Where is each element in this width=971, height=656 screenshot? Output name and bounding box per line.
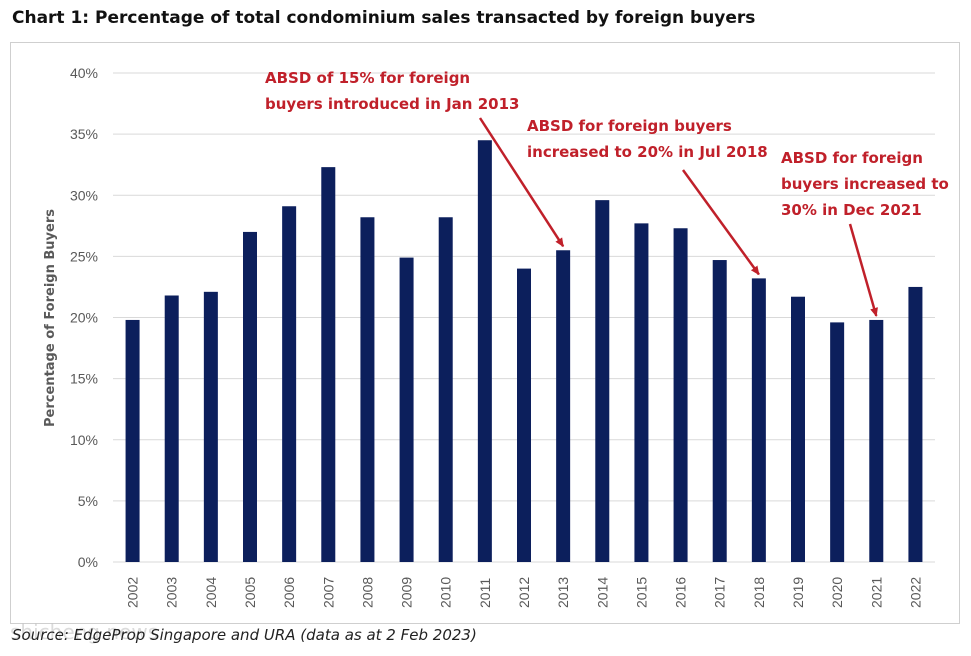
source-note: Source: EdgeProp Singapore and URA (data… <box>12 626 477 644</box>
x-tick-label: 2005 <box>242 577 258 608</box>
bar-2017 <box>712 260 727 562</box>
bar-2016 <box>673 228 688 562</box>
bar-2012 <box>517 268 531 562</box>
chart-title: Chart 1: Percentage of total condominium… <box>12 8 756 28</box>
annotation-text: 30% in Dec 2021 <box>781 201 922 219</box>
bar-2009 <box>399 257 414 562</box>
x-tick-label: 2019 <box>790 577 806 608</box>
bar-2022 <box>908 286 923 562</box>
bar-2007 <box>321 167 336 562</box>
y-axis-ticks: 0% 5% 10% 15% 20% 25% 30% 35% 40% <box>70 65 98 570</box>
bar-2004 <box>203 291 218 562</box>
annotation-text: ABSD for foreign buyers <box>527 117 732 135</box>
x-tick-label: 2018 <box>751 577 767 608</box>
x-tick-label: 2008 <box>359 577 375 608</box>
x-tick-label: 2022 <box>907 577 923 608</box>
annotation-arrow <box>681 169 760 276</box>
y-tick-label: 20% <box>70 310 98 326</box>
y-tick-label: 5% <box>78 493 98 509</box>
bar-2011 <box>477 140 492 563</box>
y-axis-label: Percentage of Foreign Buyers <box>43 209 58 427</box>
annotation-text: ABSD of 15% for foreign <box>265 69 470 87</box>
bar-2015 <box>634 223 649 562</box>
x-tick-label: 2014 <box>594 577 610 608</box>
bar-2005 <box>243 231 257 563</box>
annotation-arrow <box>478 117 565 248</box>
x-tick-label: 2006 <box>281 577 297 608</box>
x-tick-label: 2009 <box>399 577 415 608</box>
bar-2006 <box>282 206 297 562</box>
annotation-text: buyers increased to <box>781 175 949 193</box>
bar-2021 <box>869 319 884 562</box>
x-tick-label: 2021 <box>868 577 884 608</box>
y-tick-label: 15% <box>70 371 98 387</box>
bar-2018 <box>751 278 766 562</box>
annotation-2021: ABSD for foreign buyers increased to 30% i… <box>781 149 949 317</box>
x-tick-label: 2012 <box>516 577 532 608</box>
y-tick-label: 35% <box>70 126 98 142</box>
chart-frame <box>10 42 960 624</box>
bar-2019 <box>791 296 805 562</box>
x-tick-label: 2004 <box>203 577 219 608</box>
annotation-2018: ABSD for foreign buyers increased to 20% … <box>527 117 768 276</box>
x-tick-label: 2017 <box>712 577 728 608</box>
annotation-2013: ABSD of 15% for foreign buyers introduced… <box>265 69 565 248</box>
bar-2013 <box>556 250 571 562</box>
y-tick-label: 25% <box>70 248 98 264</box>
bar-2002 <box>125 319 140 562</box>
bar-2008 <box>360 217 375 562</box>
x-tick-label: 2020 <box>829 577 845 608</box>
x-axis-ticks: 2002 2003 2004 2005 2006 2007 2008 2009 2010 2011… <box>125 577 924 608</box>
bar-2014 <box>595 200 610 562</box>
annotations: ABSD of 15% for foreign buyers introduced… <box>265 69 949 317</box>
x-tick-label: 2007 <box>320 577 336 608</box>
x-tick-label: 2003 <box>164 577 180 608</box>
y-tick-label: 40% <box>70 65 98 81</box>
x-tick-label: 2016 <box>673 577 689 608</box>
y-tick-label: 0% <box>78 554 98 570</box>
y-tick-label: 10% <box>70 432 98 448</box>
annotation-arrow <box>848 223 878 317</box>
annotation-text: ABSD for foreign <box>781 149 923 167</box>
x-tick-label: 2015 <box>633 577 649 608</box>
bar-2020 <box>830 322 845 562</box>
bar-2010 <box>438 217 453 562</box>
x-tick-label: 2011 <box>477 578 493 608</box>
bar-2003 <box>164 295 179 562</box>
x-tick-label: 2002 <box>125 577 141 608</box>
annotation-text: buyers introduced in Jan 2013 <box>265 95 519 113</box>
x-tick-label: 2013 <box>555 577 571 608</box>
annotation-text: increased to 20% in Jul 2018 <box>527 143 768 161</box>
y-tick-label: 30% <box>70 187 98 203</box>
x-tick-label: 2010 <box>438 577 454 608</box>
bars <box>125 140 923 563</box>
